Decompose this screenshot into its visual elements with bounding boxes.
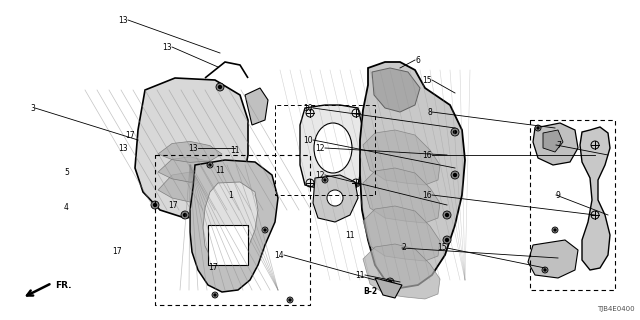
Circle shape bbox=[451, 128, 459, 136]
Polygon shape bbox=[372, 68, 420, 112]
Text: 12: 12 bbox=[316, 143, 325, 153]
Text: 13: 13 bbox=[118, 143, 128, 153]
Text: 11: 11 bbox=[355, 270, 365, 279]
Circle shape bbox=[445, 213, 449, 217]
Text: 15: 15 bbox=[437, 244, 447, 252]
Polygon shape bbox=[208, 225, 248, 265]
Text: 4: 4 bbox=[64, 204, 69, 212]
Text: 14: 14 bbox=[275, 251, 284, 260]
Circle shape bbox=[542, 267, 548, 273]
Circle shape bbox=[233, 166, 237, 170]
Circle shape bbox=[183, 213, 188, 217]
Text: 17: 17 bbox=[168, 202, 178, 211]
Polygon shape bbox=[543, 130, 563, 152]
Circle shape bbox=[323, 178, 326, 182]
Circle shape bbox=[262, 227, 268, 233]
Circle shape bbox=[453, 173, 457, 177]
Polygon shape bbox=[375, 278, 402, 298]
Text: 15: 15 bbox=[422, 76, 432, 84]
Circle shape bbox=[451, 171, 459, 179]
Text: 5: 5 bbox=[64, 167, 69, 177]
Circle shape bbox=[287, 297, 293, 303]
Polygon shape bbox=[363, 130, 440, 185]
Text: 16: 16 bbox=[422, 150, 432, 159]
Text: 17: 17 bbox=[125, 131, 135, 140]
Text: 13: 13 bbox=[118, 15, 128, 25]
Text: 11: 11 bbox=[346, 230, 355, 239]
Text: 1: 1 bbox=[228, 190, 233, 199]
Polygon shape bbox=[363, 206, 440, 261]
Polygon shape bbox=[158, 157, 222, 182]
Circle shape bbox=[388, 280, 392, 284]
Polygon shape bbox=[528, 240, 578, 278]
Text: 10: 10 bbox=[303, 135, 313, 145]
Polygon shape bbox=[158, 172, 222, 202]
Circle shape bbox=[181, 211, 189, 219]
Text: 13: 13 bbox=[188, 143, 198, 153]
Polygon shape bbox=[158, 141, 222, 163]
Polygon shape bbox=[190, 160, 278, 292]
Polygon shape bbox=[363, 168, 440, 223]
Circle shape bbox=[151, 201, 159, 209]
Polygon shape bbox=[363, 244, 440, 299]
Polygon shape bbox=[203, 182, 258, 265]
Circle shape bbox=[445, 238, 449, 242]
Text: B-2: B-2 bbox=[363, 287, 377, 297]
Text: 7: 7 bbox=[556, 140, 561, 149]
Circle shape bbox=[216, 83, 224, 91]
Polygon shape bbox=[300, 105, 362, 190]
Circle shape bbox=[535, 125, 541, 131]
Circle shape bbox=[289, 298, 292, 302]
Polygon shape bbox=[135, 78, 248, 218]
Circle shape bbox=[263, 228, 267, 232]
Polygon shape bbox=[360, 62, 465, 288]
Ellipse shape bbox=[314, 123, 352, 173]
Circle shape bbox=[153, 203, 157, 207]
Circle shape bbox=[543, 268, 547, 272]
Circle shape bbox=[554, 228, 557, 232]
Circle shape bbox=[552, 227, 558, 233]
Circle shape bbox=[453, 130, 457, 134]
Polygon shape bbox=[580, 127, 610, 270]
Polygon shape bbox=[245, 88, 268, 125]
Text: FR.: FR. bbox=[55, 281, 72, 290]
Text: 16: 16 bbox=[422, 190, 432, 199]
Circle shape bbox=[212, 292, 218, 298]
Circle shape bbox=[231, 164, 239, 172]
Text: 13: 13 bbox=[163, 43, 172, 52]
Circle shape bbox=[322, 177, 328, 183]
Text: 2: 2 bbox=[402, 244, 407, 252]
Circle shape bbox=[443, 211, 451, 219]
Text: 8: 8 bbox=[428, 108, 432, 116]
Polygon shape bbox=[533, 123, 578, 165]
Polygon shape bbox=[313, 175, 358, 222]
Circle shape bbox=[443, 236, 451, 244]
Text: TJB4E0400: TJB4E0400 bbox=[597, 306, 635, 312]
Text: 17: 17 bbox=[209, 263, 218, 273]
Circle shape bbox=[213, 293, 217, 297]
Circle shape bbox=[209, 163, 212, 167]
Text: 11: 11 bbox=[230, 146, 240, 155]
Text: 6: 6 bbox=[415, 55, 420, 65]
Circle shape bbox=[207, 162, 213, 168]
Circle shape bbox=[327, 190, 343, 206]
Text: 11: 11 bbox=[216, 165, 225, 174]
Circle shape bbox=[536, 126, 540, 130]
Circle shape bbox=[218, 85, 222, 89]
Text: 10: 10 bbox=[303, 103, 313, 113]
Text: 9: 9 bbox=[556, 190, 561, 199]
Circle shape bbox=[386, 278, 394, 286]
Text: 17: 17 bbox=[113, 247, 122, 257]
Text: 3: 3 bbox=[30, 103, 35, 113]
Text: 12: 12 bbox=[316, 171, 325, 180]
